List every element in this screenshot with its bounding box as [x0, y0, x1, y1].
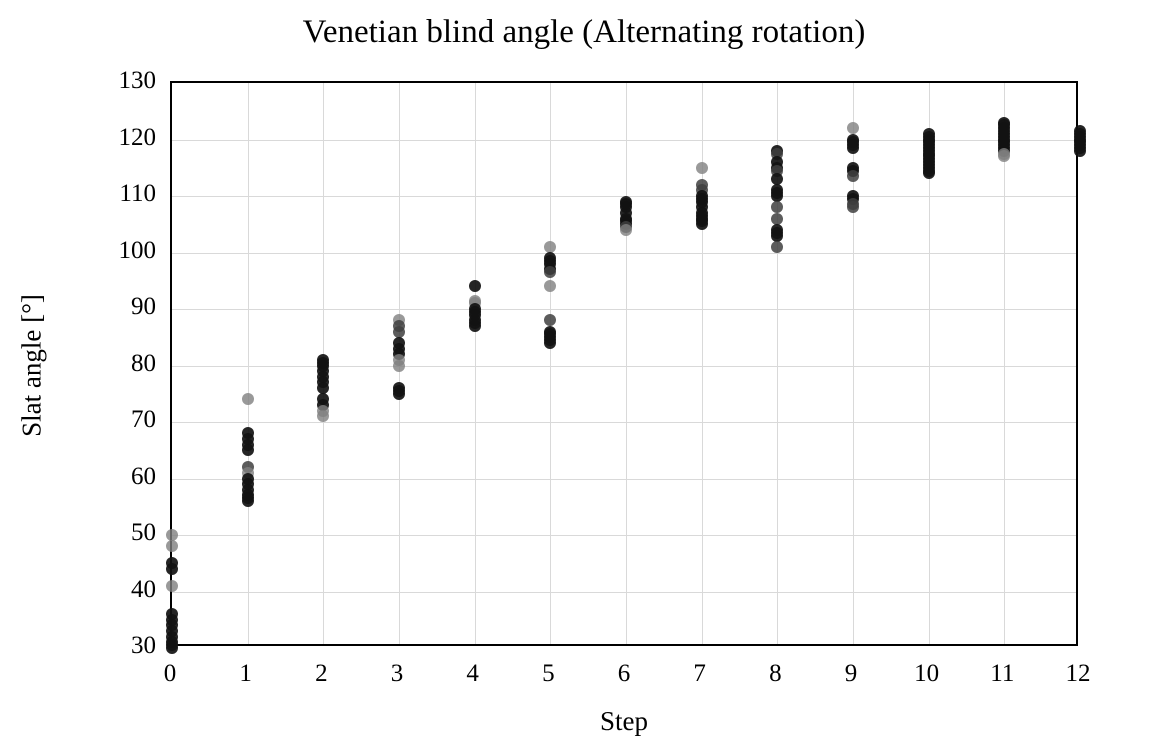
data-point: [544, 240, 557, 253]
y-tick-label: 110: [119, 180, 156, 207]
data-point: [241, 393, 254, 406]
gridline-vertical: [1004, 83, 1006, 644]
data-point: [544, 266, 557, 279]
gridline-horizontal: [172, 591, 1076, 593]
data-point: [317, 410, 330, 423]
gridline-vertical: [247, 83, 249, 644]
x-tick-label: 11: [990, 660, 1015, 687]
x-tick-label: 7: [693, 660, 706, 687]
data-point: [544, 314, 557, 327]
data-point: [771, 212, 784, 225]
y-tick-label: 60: [131, 462, 156, 490]
x-tick-label: 9: [844, 660, 858, 687]
gridline-horizontal: [172, 252, 1076, 254]
data-point: [241, 495, 254, 508]
gridline-horizontal: [172, 535, 1076, 536]
data-point: [468, 319, 481, 332]
y-tick-label: 80: [131, 349, 156, 377]
data-point: [922, 167, 935, 180]
y-tick-label: 70: [131, 406, 156, 433]
data-point: [166, 562, 178, 575]
y-tick-label: 30: [131, 632, 156, 659]
y-tick-label: 90: [131, 293, 156, 320]
data-point: [847, 170, 859, 183]
x-tick-label: 6: [617, 660, 631, 687]
gridline-vertical: [550, 83, 552, 644]
gridline-vertical: [626, 83, 627, 644]
x-tick-label: 3: [390, 660, 404, 687]
data-point: [166, 540, 178, 553]
gridline-horizontal: [172, 422, 1076, 423]
data-point: [771, 201, 784, 214]
data-point: [771, 229, 784, 242]
y-tick-label: 50: [131, 519, 156, 546]
x-tick-label: 2: [315, 660, 328, 687]
data-point: [771, 173, 784, 186]
gridline-horizontal: [172, 365, 1076, 367]
data-point: [393, 325, 405, 338]
gridline-vertical: [701, 83, 703, 644]
data-point: [166, 579, 178, 592]
data-point: [393, 387, 405, 400]
data-point: [317, 382, 330, 395]
x-tick-label: 10: [914, 660, 940, 687]
y-tick-label: 120: [118, 123, 157, 151]
data-point: [393, 359, 405, 372]
gridline-vertical: [474, 83, 476, 644]
data-point: [771, 190, 784, 202]
data-point: [998, 150, 1011, 163]
x-tick-label: 4: [466, 660, 479, 687]
data-point: [620, 223, 632, 236]
data-point: [166, 642, 178, 654]
gridline-vertical: [777, 83, 779, 644]
x-tick-label: 8: [769, 660, 782, 687]
y-tick-label: 40: [131, 575, 156, 603]
x-axis-label: Step: [599, 706, 648, 736]
data-point: [1074, 144, 1086, 157]
data-point: [241, 444, 254, 457]
gridline-vertical: [928, 83, 930, 644]
data-point: [544, 280, 557, 293]
data-point: [166, 529, 178, 541]
gridline-horizontal: [172, 139, 1076, 141]
gridline-horizontal: [172, 478, 1076, 480]
x-tick-label: 5: [542, 660, 555, 687]
y-tick-label: 130: [118, 67, 157, 94]
data-point: [771, 240, 784, 253]
data-point: [695, 218, 708, 231]
data-point: [544, 336, 557, 349]
data-point: [695, 161, 708, 174]
y-tick-label: 100: [118, 236, 157, 264]
x-tick-label: 12: [1065, 660, 1091, 687]
data-point: [468, 280, 481, 293]
plot-area: [166, 81, 1086, 654]
data-point: [847, 141, 859, 154]
data-point: [847, 122, 859, 135]
x-tick-label: 1: [239, 660, 252, 687]
gridline-vertical: [853, 83, 854, 644]
chart-title: Venetian blind angle (Alternating rotati…: [302, 14, 866, 50]
data-point: [847, 201, 859, 214]
x-tick-label: 0: [163, 660, 177, 687]
gridline-horizontal: [172, 309, 1076, 310]
